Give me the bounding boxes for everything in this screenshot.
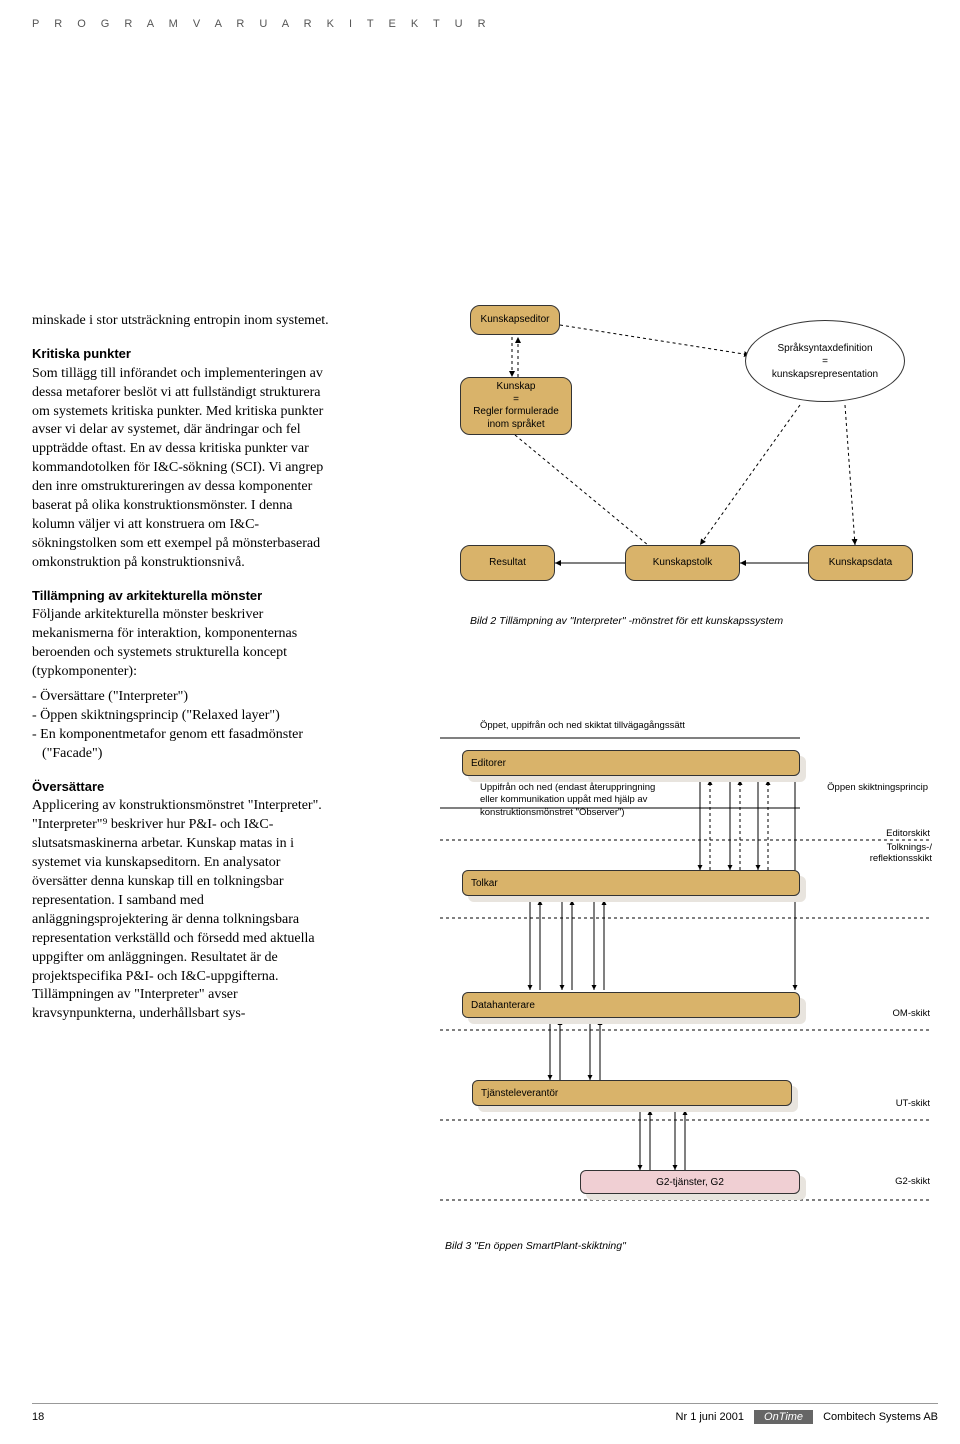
fig3-top-note: Öppet, uppifrån och ned skiktat tillväga… [480,720,685,732]
mid-l1: Uppifrån och ned (endast återuppringning [480,782,655,793]
arch-title: Tillämpning av arkitekturella mönster [32,588,262,603]
page-footer: 18 Nr 1 juni 2001 OnTime Combitech Syste… [32,1403,938,1424]
trans-body: Applicering av konstruktionsmönstret "In… [32,798,322,1021]
label-ut: UT-skikt [870,1098,930,1109]
bar-g2: G2-tjänster, G2 [580,1170,800,1194]
body-column: minskade i stor utsträckning entropin in… [32,312,332,1024]
bar-data: Datahanterare [462,992,800,1018]
page-header: P R O G R A M V A R U A R K I T E K T U … [32,18,492,30]
fig2-caption: Bild 2 Tillämpning av "Interpreter" -mön… [470,615,783,627]
trans-title: Översättare [32,779,104,794]
logo-ontime: OnTime [754,1410,813,1424]
mid-l3: konstruktionsmönstret "Observer") [480,807,625,818]
node-editor: Kunskapseditor [470,305,560,335]
ellipse-l1: Språksyntaxdefinition [777,342,872,355]
node-kunskap: Kunskap = Regler formulerade inom språke… [460,377,572,435]
node-tolk: Kunskapstolk [625,545,740,581]
label-g2: G2-skikt [870,1176,930,1187]
intro-text: minskade i stor utsträckning entropin in… [32,312,332,331]
node-ellipse: Språksyntaxdefinition = kunskapsrepresen… [745,320,905,402]
label-tolk: Tolknings-/ reflektionsskikt [850,842,932,864]
bar-tolkar: Tolkar [462,870,800,896]
issue-label: Nr 1 juni 2001 [676,1411,745,1423]
ellipse-l2: = [822,355,828,368]
company-label: Combitech Systems AB [823,1411,938,1423]
bar-tjanste: Tjänsteleverantör [472,1080,792,1106]
arch-body: Följande arkitekturella mönster beskrive… [32,607,297,679]
label-oppen: Öppen skiktningsprincip [818,782,928,793]
kunskap-l3: Regler formulerade [473,406,559,419]
node-data: Kunskapsdata [808,545,913,581]
ellipse-l3: kunskapsrepresentation [772,368,878,381]
fig3-mid-note: Uppifrån och ned (endast återuppringning… [480,782,655,819]
figure-3: Öppet, uppifrån och ned skiktat tillväga… [400,720,940,1310]
kunskap-l1: Kunskap [497,381,536,394]
bar-editorer: Editorer [462,750,800,776]
bullet-1: - Översättare ("Interpreter") [32,688,332,707]
mid-l2: eller kommunikation uppåt med hjälp av [480,794,647,805]
kunskap-l4: inom språket [487,419,544,432]
label-editorskikt: Editorskikt [855,828,930,839]
fig3-caption: Bild 3 "En öppen SmartPlant-skiktning" [445,1240,626,1252]
page-number: 18 [32,1411,44,1423]
bullet-2: - Öppen skiktningsprincip ("Relaxed laye… [32,707,332,726]
label-om: OM-skikt [870,1008,930,1019]
kp-body: Som tillägg till införandet och implemen… [32,366,323,570]
node-resultat: Resultat [460,545,555,581]
bullet-list: - Översättare ("Interpreter") - Öppen sk… [32,688,332,764]
kunskap-l2: = [513,394,519,407]
kp-title: Kritiska punkter [32,346,131,361]
bullet-3: - En komponentmetafor genom ett fasadmön… [32,726,332,764]
figure-2: Kunskapseditor Kunskap = Regler formuler… [400,295,940,665]
